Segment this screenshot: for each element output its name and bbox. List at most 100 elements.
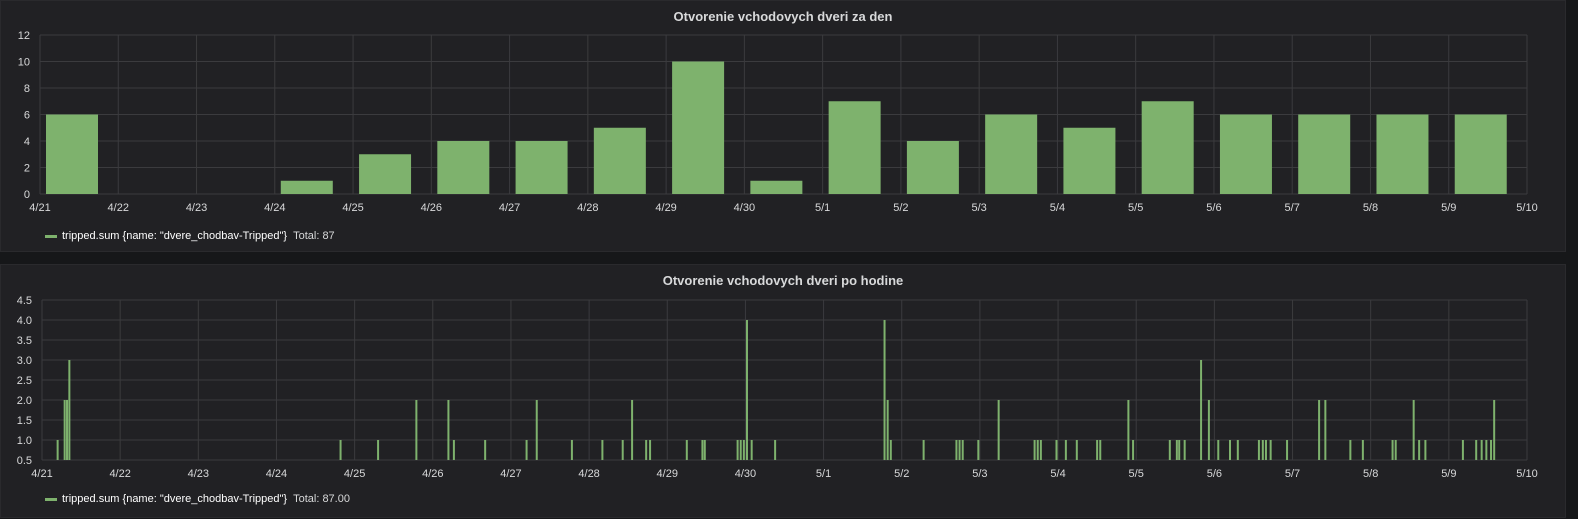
hourly-bar[interactable] <box>535 400 538 460</box>
hourly-bar[interactable] <box>1286 440 1289 460</box>
hourly-bar[interactable] <box>1264 440 1267 460</box>
hourly-bar[interactable] <box>415 400 418 460</box>
hourly-bar[interactable] <box>922 440 925 460</box>
hourly-bar[interactable] <box>745 320 748 460</box>
hourly-bar[interactable] <box>736 440 739 460</box>
bar-4/21[interactable] <box>46 114 98 195</box>
hourly-bar[interactable] <box>1490 440 1493 460</box>
legend-series-name[interactable]: tripped.sum {name: "dvere_chodbav-Trippe… <box>62 230 288 242</box>
hourly-bar[interactable] <box>525 440 528 460</box>
hourly-bar[interactable] <box>1424 440 1427 460</box>
hourly-bar[interactable] <box>56 440 59 460</box>
hourly-bar[interactable] <box>66 400 69 460</box>
chart-0-y-tick-label: 12 <box>18 30 30 42</box>
hourly-bar[interactable] <box>601 440 604 460</box>
hourly-bar[interactable] <box>1099 440 1102 460</box>
hourly-bar[interactable] <box>1394 440 1397 460</box>
hourly-bar[interactable] <box>1055 440 1058 460</box>
hourly-bar[interactable] <box>1257 440 1260 460</box>
hourly-bar[interactable] <box>649 440 652 460</box>
hourly-bar[interactable] <box>1178 440 1181 460</box>
hourly-bar[interactable] <box>377 440 380 460</box>
hourly-bar[interactable] <box>1207 400 1210 460</box>
hourly-bar[interactable] <box>1075 440 1078 460</box>
hourly-bar[interactable] <box>1236 440 1239 460</box>
hourly-bar[interactable] <box>701 440 704 460</box>
hourly-bar[interactable] <box>1036 440 1039 460</box>
hourly-bar[interactable] <box>685 440 688 460</box>
hourly-bar[interactable] <box>339 440 342 460</box>
hourly-bar[interactable] <box>447 400 450 460</box>
hourly-bar[interactable] <box>1418 440 1421 460</box>
hourly-bar[interactable] <box>1475 440 1478 460</box>
hourly-bar[interactable] <box>1480 440 1483 460</box>
hourly-bar[interactable] <box>1349 440 1352 460</box>
bar-4/27[interactable] <box>515 141 568 194</box>
bar-5/2[interactable] <box>906 141 959 194</box>
bar-5/5[interactable] <box>1141 101 1194 194</box>
bar-5/1[interactable] <box>828 101 881 194</box>
hourly-bar[interactable] <box>703 440 706 460</box>
bar-4/29[interactable] <box>672 61 725 195</box>
bar-4/24[interactable] <box>280 180 333 194</box>
bar-4/30[interactable] <box>750 180 803 194</box>
hourly-bar[interactable] <box>1064 440 1067 460</box>
legend-swatch-icon[interactable] <box>45 234 57 238</box>
hourly-bar[interactable] <box>1168 440 1171 460</box>
hourly-bar[interactable] <box>886 400 889 460</box>
hourly-bar[interactable] <box>484 440 487 460</box>
chart-title-hourly[interactable]: Otvorenie vchodovych dveri po hodine <box>662 273 904 288</box>
hourly-bar[interactable] <box>955 440 958 460</box>
hourly-bar[interactable] <box>1493 400 1496 460</box>
hourly-bar[interactable] <box>1217 440 1220 460</box>
hourly-bar[interactable] <box>1361 440 1364 460</box>
hourly-bar[interactable] <box>1229 440 1231 460</box>
hourly-bar[interactable] <box>1412 400 1415 460</box>
hourly-bar[interactable] <box>452 440 455 460</box>
hourly-bar[interactable] <box>1200 360 1203 460</box>
legend-series-name[interactable]: tripped.sum {name: "dvere_chodbav-Trippe… <box>62 493 288 505</box>
hourly-bar[interactable] <box>631 400 634 460</box>
legend-swatch-icon[interactable] <box>45 497 57 501</box>
bar-4/28[interactable] <box>593 127 646 194</box>
hourly-bar[interactable] <box>645 440 648 460</box>
bar-5/8[interactable] <box>1376 114 1429 195</box>
hourly-bar[interactable] <box>1318 400 1321 460</box>
hourly-bar[interactable] <box>1096 440 1099 460</box>
hourly-bar[interactable] <box>1033 440 1036 460</box>
hourly-bar[interactable] <box>883 320 886 460</box>
hourly-bar[interactable] <box>1039 440 1042 460</box>
hourly-bar[interactable] <box>1391 440 1394 460</box>
hourly-bar[interactable] <box>774 440 777 460</box>
hourly-bar[interactable] <box>1461 440 1464 460</box>
hourly-bar[interactable] <box>1485 440 1488 460</box>
hourly-bar[interactable] <box>1269 440 1272 460</box>
chart-1-x-tick-label: 5/4 <box>1050 468 1065 480</box>
hourly-bar[interactable] <box>570 440 573 460</box>
chart-title-daily[interactable]: Otvorenie vchodovych dveri za den <box>673 9 893 24</box>
bar-5/7[interactable] <box>1298 114 1351 195</box>
hourly-bar[interactable] <box>977 440 980 460</box>
hourly-bar[interactable] <box>1324 400 1327 460</box>
hourly-bar[interactable] <box>1175 440 1178 460</box>
hourly-bar[interactable] <box>961 440 964 460</box>
bar-5/9[interactable] <box>1454 114 1507 195</box>
hourly-bar[interactable] <box>68 360 71 460</box>
hourly-bar[interactable] <box>63 400 66 460</box>
bar-4/26[interactable] <box>437 141 490 194</box>
hourly-bar[interactable] <box>1127 400 1130 460</box>
hourly-bar[interactable] <box>1261 440 1264 460</box>
hourly-bar[interactable] <box>621 440 624 460</box>
hourly-bar[interactable] <box>1183 440 1186 460</box>
hourly-bar[interactable] <box>997 400 1000 460</box>
hourly-bar[interactable] <box>750 440 753 460</box>
bar-5/6[interactable] <box>1219 114 1272 195</box>
hourly-bar[interactable] <box>742 440 745 460</box>
bar-5/4[interactable] <box>1063 127 1116 194</box>
hourly-bar[interactable] <box>889 440 892 460</box>
bar-5/3[interactable] <box>985 114 1038 195</box>
hourly-bar[interactable] <box>1132 440 1135 460</box>
hourly-bar[interactable] <box>958 440 961 460</box>
bar-4/25[interactable] <box>359 154 412 194</box>
hourly-bar[interactable] <box>739 440 742 460</box>
